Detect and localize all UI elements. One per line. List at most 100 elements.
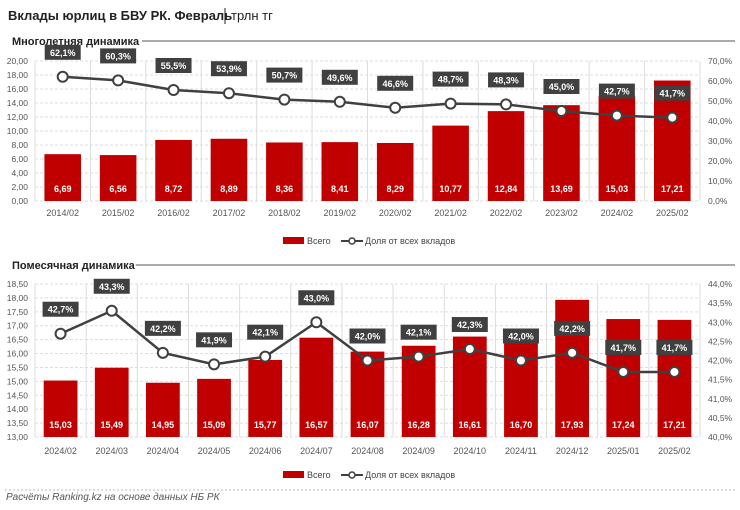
y2-tick-label: 42,5% (708, 336, 733, 346)
share-label-box (598, 83, 635, 99)
share-label: 42,0% (355, 332, 381, 342)
section-title: Помесячная динамика (12, 260, 136, 272)
share-label: 60,3% (105, 51, 131, 61)
share-point (444, 97, 457, 110)
y-tick-label: 2,00 (11, 182, 28, 192)
bar (504, 334, 538, 437)
bar-value-label: 15,03 (606, 184, 629, 194)
share-label-box (210, 61, 247, 77)
share-point (412, 350, 425, 363)
bar-value-label: 16,57 (305, 420, 328, 430)
share-point (112, 74, 125, 87)
y-tick-label: 14,00 (7, 404, 29, 414)
footer-source: Расчёты Ranking.kz на основе данных НБ Р… (6, 492, 221, 503)
x-tick-label: 2015/02 (102, 208, 135, 218)
y2-tick-label: 41,0% (708, 394, 733, 404)
bar-value-label: 6,56 (109, 184, 127, 194)
unit-label: трлн тг (231, 8, 273, 23)
y2-tick-label: 43,0% (708, 317, 733, 327)
y-tick-label: 12,00 (7, 112, 29, 122)
share-label: 41,9% (201, 335, 227, 345)
y2-tick-label: 10,0% (708, 176, 733, 186)
share-label: 42,2% (150, 324, 176, 334)
share-label-box (44, 44, 81, 60)
share-label: 62,1% (50, 48, 76, 58)
bar-value-label: 10,77 (439, 184, 462, 194)
y-tick-label: 14,00 (7, 98, 29, 108)
legend-line-marker (348, 237, 356, 245)
bar (248, 359, 283, 437)
share-point (555, 105, 568, 117)
share-point (105, 304, 118, 317)
share-point (56, 70, 69, 83)
y2-tick-label: 40,0% (708, 432, 733, 442)
share-label: 49,6% (327, 73, 353, 83)
x-tick-label: 2019/02 (324, 208, 357, 218)
share-label-box (400, 324, 437, 340)
share-label-box (543, 79, 580, 94)
bar-value-label: 14,95 (152, 420, 175, 430)
share-point (54, 327, 67, 340)
share-label-box (432, 71, 469, 87)
y2-tick-label: 20,0% (708, 156, 733, 166)
bar (555, 299, 589, 437)
section-title: Многолетняя динамика (12, 36, 140, 48)
share-point (500, 98, 513, 111)
bar (432, 125, 469, 201)
bar (155, 139, 192, 201)
y-tick-label: 14,50 (7, 390, 29, 400)
y-tick-label: 6,00 (11, 154, 28, 164)
legend-line-label: Доля от всех вкладов (365, 470, 455, 480)
y-tick-label: 16,00 (7, 84, 29, 94)
share-label-box (144, 320, 181, 336)
bar (94, 367, 129, 437)
x-tick-label: 2025/01 (607, 446, 640, 456)
bar-value-label: 17,21 (661, 184, 684, 194)
y-tick-label: 0,00 (11, 196, 28, 206)
y2-tick-label: 0,0% (708, 196, 728, 206)
share-label: 41,7% (660, 89, 686, 99)
bar-value-label: 15,09 (203, 420, 226, 430)
bar-value-label: 8,36 (276, 184, 294, 194)
share-point (333, 95, 346, 108)
bar-value-label: 8,41 (331, 184, 349, 194)
bar-value-label: 17,24 (612, 420, 635, 430)
bar-value-label: 8,72 (165, 184, 183, 194)
y2-tick-label: 41,5% (708, 375, 733, 385)
x-tick-label: 2018/02 (268, 208, 301, 218)
share-label-box (298, 290, 335, 306)
y2-tick-label: 40,0% (708, 116, 733, 126)
bar (146, 382, 180, 437)
y-tick-label: 18,00 (7, 70, 29, 80)
bar (210, 138, 248, 201)
bar-value-label: 8,89 (220, 184, 238, 194)
x-tick-label: 2024/11 (505, 446, 537, 456)
bar (657, 319, 692, 437)
x-tick-label: 2024/06 (249, 446, 282, 456)
bar-value-label: 16,70 (510, 420, 533, 430)
bar-value-label: 13,69 (550, 184, 573, 194)
bar (606, 319, 641, 437)
share-label-box (488, 72, 525, 88)
bar-value-label: 12,84 (495, 184, 518, 194)
x-tick-label: 2016/02 (157, 208, 190, 218)
share-point (310, 316, 323, 329)
main-title: Вклады юрлиц в БВУ РК. Февраль (8, 8, 232, 23)
share-label-box (377, 75, 414, 91)
share-label-box (247, 324, 284, 340)
y-tick-label: 18,50 (7, 279, 29, 289)
bar-value-label: 16,61 (459, 420, 482, 430)
share-label: 48,7% (438, 75, 464, 85)
share-label: 45,0% (549, 82, 575, 92)
share-label: 42,2% (559, 324, 585, 334)
legend-bar-label: Всего (307, 236, 331, 246)
share-point (566, 346, 579, 359)
y2-tick-label: 43,5% (708, 298, 733, 308)
x-tick-label: 2025/02 (658, 446, 691, 456)
share-label-box (605, 339, 642, 355)
share-label: 42,7% (604, 87, 630, 97)
x-tick-label: 2024/02 (44, 446, 77, 456)
x-tick-label: 2023/02 (545, 208, 578, 218)
